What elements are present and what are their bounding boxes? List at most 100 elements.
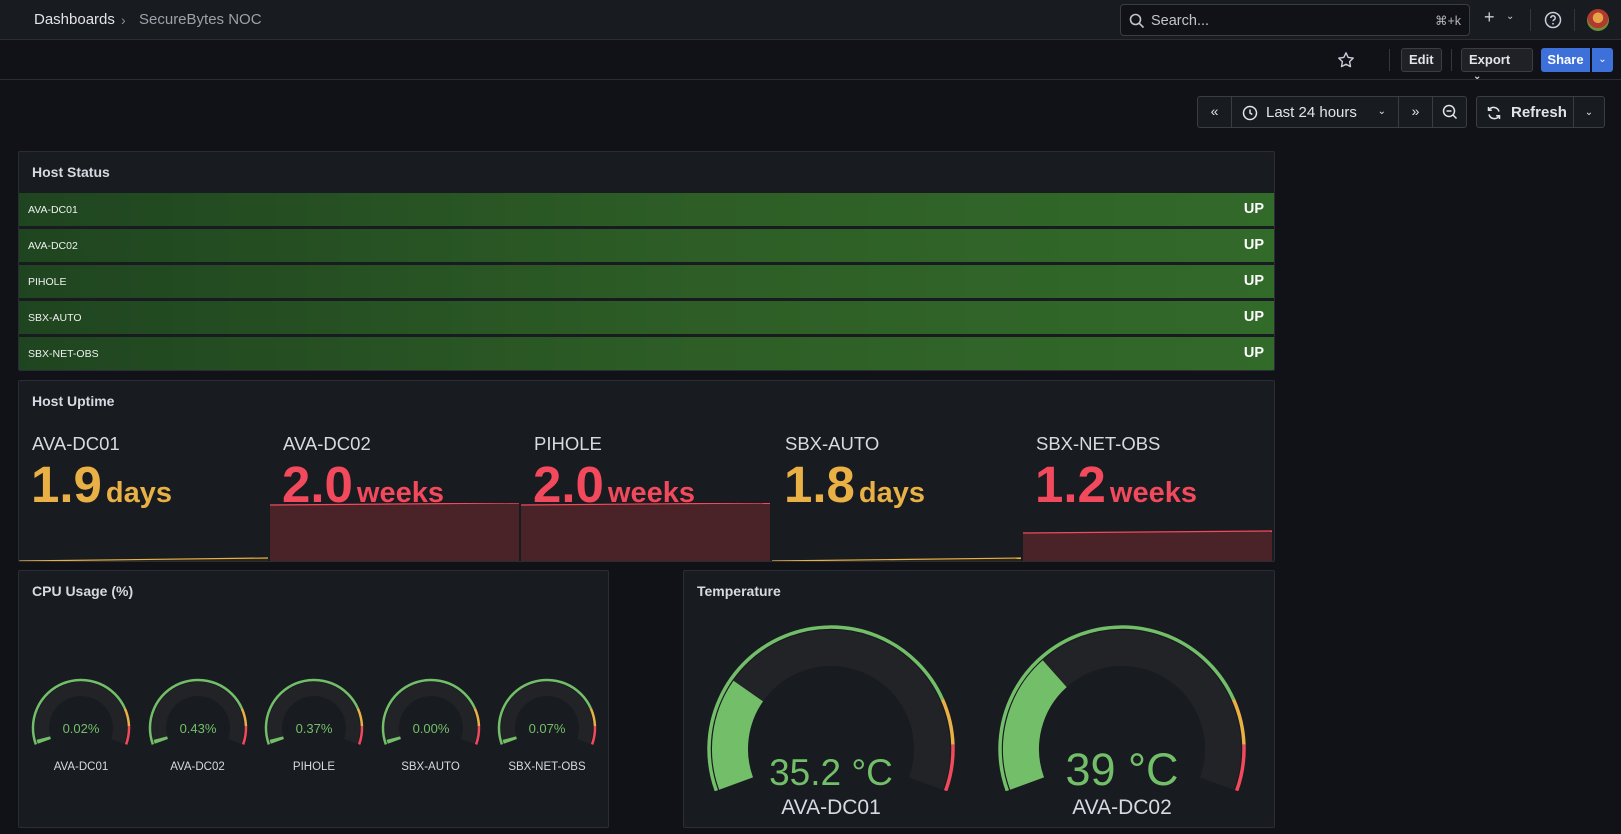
uptime-stat: SBX-AUTO 1.8 days (772, 419, 1021, 561)
gauge-value: 0.07% (529, 721, 566, 736)
user-avatar[interactable] (1587, 9, 1609, 31)
chevron-down-icon: ⌄ (1584, 107, 1594, 118)
host-name: AVA-DC02 (28, 240, 78, 252)
search-input[interactable]: Search... ⌘+k (1120, 4, 1470, 36)
status-value: UP (1243, 273, 1264, 289)
uptime-number: 2.0 (282, 456, 353, 513)
star-icon[interactable] (1337, 51, 1355, 69)
threshold-crit (241, 726, 247, 745)
uptime-unit: days (858, 477, 926, 509)
threshold-ok (707, 625, 945, 792)
add-new-button[interactable]: + ⌄ (1484, 7, 1518, 33)
cpu-gauge: 0.43% AVA-DC02 (146, 676, 250, 776)
time-range-picker[interactable]: Last 24 hours ⌄ (1231, 96, 1399, 128)
gauge-svg: 0.07% (497, 678, 597, 745)
uptime-unit: weeks (1109, 477, 1197, 509)
panel-title: Host Uptime (32, 393, 115, 409)
uptime-number: 1.9 (31, 456, 102, 513)
divider (1530, 9, 1531, 31)
share-button[interactable]: Share (1541, 48, 1590, 72)
threshold-warn (589, 707, 597, 727)
cpu-gauge: 0.07% SBX-NET-OBS (495, 676, 599, 776)
edit-button[interactable]: Edit (1401, 48, 1442, 72)
sparkline-line (1023, 530, 1272, 534)
gauge-svg: 0.02% (31, 678, 131, 745)
divider (1389, 49, 1390, 71)
gauge-value: 0.37% (296, 721, 333, 736)
gauge-value: 0.00% (412, 721, 449, 736)
zoom-out-icon (1442, 104, 1458, 120)
threshold-crit (124, 726, 131, 745)
time-range-back-button[interactable]: « (1197, 96, 1232, 128)
uptime-value: 1.8 days (784, 455, 925, 514)
cpu-gauge: 0.00% SBX-AUTO (379, 676, 483, 776)
breadcrumb-dashboards[interactable]: Dashboards (34, 11, 115, 28)
threshold-ok (148, 678, 243, 745)
gauge-svg: 0.37% (264, 678, 364, 745)
uptime-unit: weeks (356, 477, 444, 509)
host-name: SBX-NET-OBS (28, 348, 99, 360)
threshold-crit (943, 744, 955, 792)
share-dropdown-button[interactable]: ⌄ (1592, 48, 1613, 72)
threshold-warn (473, 707, 480, 727)
gauge-value-arc (712, 680, 764, 790)
refresh-interval-dropdown[interactable]: ⌄ (1573, 96, 1605, 128)
cpu-gauge: 0.37% PIHOLE (262, 676, 366, 776)
uptime-sparkline (521, 503, 770, 561)
gauge-label: AVA-DC02 (170, 761, 225, 773)
uptime-value: 1.9 days (31, 455, 172, 514)
threshold-warn (123, 707, 131, 727)
gauge-value: 35.2 °C (769, 752, 893, 791)
panel-title: Host Status (32, 164, 110, 180)
temperature-gauge: 39 °C AVA-DC02 (997, 621, 1247, 826)
chevron-down-icon: ⌄ (1377, 106, 1386, 117)
uptime-stat: SBX-NET-OBS 1.2 weeks (1023, 419, 1272, 561)
threshold-ok (381, 678, 476, 745)
host-status-panel: Host Status AVA-DC01 UP AVA-DC02 UP PIHOLE UP… (18, 151, 1275, 371)
plus-icon: + (1484, 7, 1495, 27)
gauge-label: AVA-DC01 (781, 796, 881, 819)
gauge-value-arc (502, 736, 517, 744)
uptime-number: 1.8 (784, 456, 855, 513)
chevron-double-left-icon: « (1210, 103, 1219, 119)
uptime-host-name: SBX-AUTO (785, 433, 880, 454)
gauge-svg: 0.43% (148, 678, 247, 745)
gauge-value-arc (36, 736, 51, 744)
uptime-stat: PIHOLE 2.0 weeks (521, 419, 770, 561)
export-label: Export (1469, 52, 1511, 67)
uptime-sparkline (270, 503, 519, 561)
search-shortcut: ⌘+k (1434, 14, 1461, 28)
refresh-button[interactable]: Refresh (1476, 96, 1574, 128)
threshold-crit (357, 726, 364, 745)
threshold-ok (31, 678, 126, 745)
status-value: UP (1243, 309, 1264, 325)
status-row: PIHOLE UP (19, 265, 1274, 298)
gauge-label: PIHOLE (292, 761, 336, 773)
sparkline-line (521, 503, 770, 506)
status-value: UP (1243, 237, 1264, 253)
status-value: UP (1243, 345, 1264, 361)
breadcrumb-current: SecureBytes NOC (139, 11, 262, 28)
time-range-forward-button[interactable]: » (1398, 96, 1433, 128)
divider (1451, 49, 1452, 71)
uptime-host-name: AVA-DC01 (32, 433, 120, 454)
gauge-value: 39 °C (1065, 744, 1178, 791)
gauge-svg: 39 °C (998, 625, 1246, 795)
uptime-sparkline (772, 557, 1021, 561)
gauge-label: SBX-AUTO (401, 761, 460, 773)
host-name: AVA-DC01 (28, 204, 78, 216)
temperature-panel: Temperature 35.2 °C AVA-DC01 39 °C AVA-DC02 (683, 570, 1275, 828)
gauge-label: AVA-DC02 (1072, 796, 1172, 819)
refresh-label: Refresh (1511, 104, 1567, 121)
uptime-value: 2.0 weeks (282, 455, 444, 514)
help-icon[interactable] (1544, 11, 1562, 29)
gauge-value-arc (1003, 660, 1068, 790)
gauge-value-arc (386, 736, 401, 744)
uptime-value: 2.0 weeks (533, 455, 695, 514)
export-button[interactable]: Export ⌄ (1461, 48, 1533, 82)
gauge-track (501, 682, 593, 744)
chevron-down-icon: ⌄ (1598, 54, 1607, 65)
zoom-out-button[interactable] (1432, 96, 1467, 128)
uptime-host-name: AVA-DC02 (283, 433, 371, 454)
gauge-label: SBX-NET-OBS (508, 761, 586, 773)
